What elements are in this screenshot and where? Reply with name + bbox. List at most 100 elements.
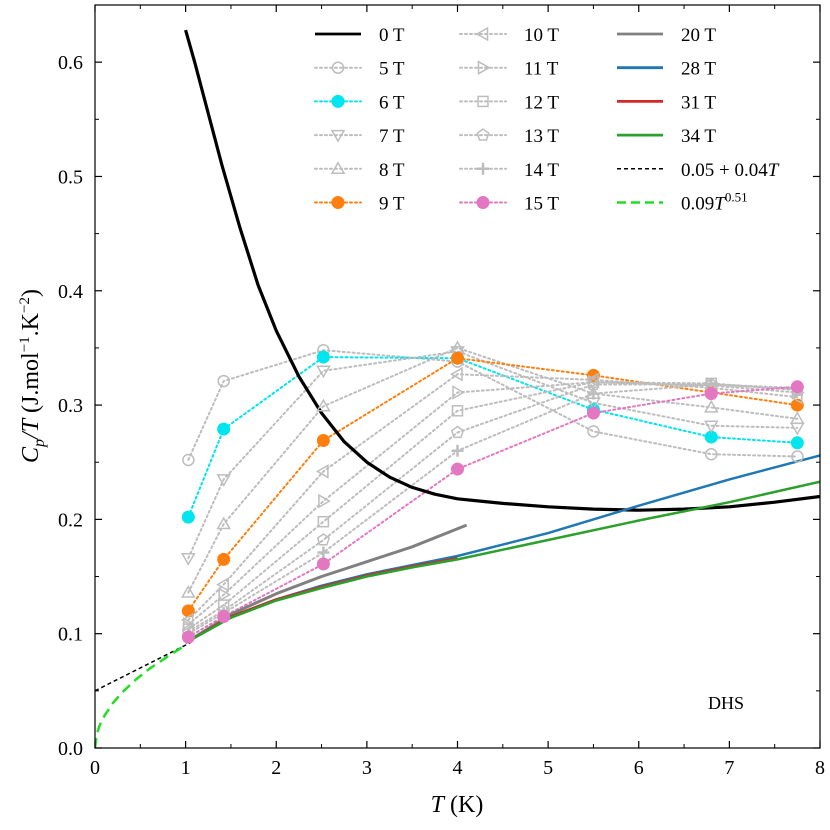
data-point-5-t [587, 425, 600, 438]
data-point-11-t [452, 385, 466, 400]
legend: 0 T 5 T 6 T 7 T 8 T 9 T 10 T 11 T 12 T 13 T 14 T 15… [314, 25, 780, 215]
data-point-13-t [450, 425, 465, 439]
data-point-7-t [704, 420, 719, 434]
legend-label: 28 T [681, 59, 716, 80]
y-tick-label: 0.2 [58, 509, 83, 531]
x-tick-label: 7 [724, 757, 734, 779]
y-tick-label: 0.3 [58, 395, 83, 417]
data-point-7-t [316, 365, 331, 379]
legend-marker [331, 94, 345, 108]
legend-label: 0 T [379, 25, 405, 46]
plot-frame [94, 4, 821, 749]
data-point-6-t [316, 350, 330, 364]
legend-label: 6 T [379, 92, 405, 113]
legend-item-6-t: 6 T [314, 92, 405, 113]
legend-label: 31 T [681, 92, 716, 113]
legend-label: 0.05 + 0.04T [681, 160, 780, 181]
data-point-10-t [315, 464, 329, 479]
legend-item-0-05-0-04t: 0.05 + 0.04T [617, 160, 780, 181]
data-point-15-t [586, 406, 600, 420]
legend-label: 7 T [379, 126, 405, 147]
y-tick-label: 0.0 [58, 738, 83, 760]
legend-label: 15 T [524, 194, 559, 215]
data-point-8-t [216, 516, 231, 530]
data-point-15-t [451, 462, 464, 476]
data-point-6-t [790, 436, 804, 450]
data-point-15-t [181, 630, 195, 644]
legend-label: 13 T [524, 126, 559, 147]
y-tick-label: 0.4 [58, 281, 83, 303]
data-point-12-t [451, 405, 464, 417]
legend-item-8-t: 8 T [314, 160, 405, 181]
data-point-12-t [317, 515, 330, 528]
data-point-9-t [217, 552, 231, 566]
x-tick-label: 8 [815, 757, 825, 779]
data-point-5-t [705, 447, 718, 461]
x-tick-label: 1 [181, 757, 191, 779]
series-0-05-0-04t [95, 642, 191, 692]
legend-marker [330, 129, 346, 143]
legend-item-7-t: 7 T [314, 126, 405, 147]
data-point-15-t [217, 610, 231, 624]
legend-marker [476, 128, 490, 141]
legend-item-0-09t-0-51: 0.09T0.51 [617, 190, 748, 215]
data-point-8-t [181, 584, 196, 598]
legend-item-14-t: 14 T [459, 160, 559, 181]
y-tick-label: 0.1 [58, 624, 83, 646]
legend-item-13-t: 13 T [459, 126, 559, 147]
markers-15-t [181, 380, 804, 644]
data-point-13-t [316, 533, 330, 546]
data-point-6-t [217, 422, 231, 436]
legend-item-9-t: 9 T [314, 194, 405, 215]
series-line-34-t [184, 480, 820, 644]
data-point-9-t [316, 434, 330, 448]
legend-marker [475, 26, 489, 42]
legend-item-20-t: 20 T [617, 25, 716, 46]
data-point-5-t [182, 453, 195, 467]
series-0-t [184, 29, 820, 512]
data-point-8-t [704, 399, 719, 413]
data-point-11-t [318, 493, 331, 509]
x-tick-label: 4 [453, 757, 463, 779]
legend-item-15-t: 15 T [459, 194, 559, 215]
series-20-t [184, 523, 468, 645]
legend-marker [477, 60, 491, 75]
data-point-10-t [449, 366, 463, 382]
legend-label: 10 T [524, 25, 559, 46]
x-tick-label: 3 [362, 757, 372, 779]
series-line-0-t [184, 29, 820, 512]
data-point-9-t [451, 351, 464, 365]
data-point-6-t [181, 510, 195, 524]
data-point-14-t [317, 546, 330, 559]
legend-item-11-t: 11 T [459, 59, 559, 80]
data-point-15-t [790, 380, 804, 394]
x-tick-label: 5 [543, 757, 553, 779]
data-point-14-t [451, 444, 464, 457]
legend-item-34-t: 34 T [617, 126, 716, 147]
legend-marker [476, 196, 490, 209]
data-point-5-t [791, 450, 804, 463]
data-point-10-t [180, 612, 194, 628]
legend-label: 0.09T0.51 [681, 190, 748, 215]
series-line-0-09t-0-51 [95, 644, 187, 748]
series-34-t [184, 480, 820, 644]
data-point-8-t [790, 411, 805, 425]
data-point-10-t [216, 577, 229, 592]
x-tick-label: 6 [634, 757, 644, 779]
y-tick-label: 0.5 [58, 166, 83, 188]
legend-label: 11 T [524, 59, 559, 80]
legend-label: 34 T [681, 126, 716, 147]
series-layer [95, 29, 820, 748]
legend-item-28-t: 28 T [617, 59, 716, 80]
legend-marker [330, 161, 346, 175]
legend-label: 12 T [524, 92, 559, 113]
data-point-7-t [181, 552, 196, 566]
series-8-t [187, 346, 799, 594]
y-axis-title: Cp/T (J.mol−1.K−2) [17, 289, 48, 463]
legend-item-0-t: 0 T [315, 25, 405, 46]
data-point-15-t [704, 387, 718, 401]
data-point-14-t [587, 387, 600, 400]
legend-label: 8 T [379, 160, 405, 181]
